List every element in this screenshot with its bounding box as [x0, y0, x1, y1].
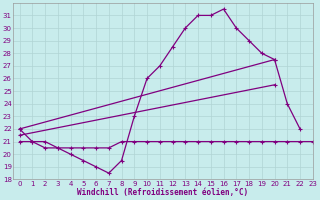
- X-axis label: Windchill (Refroidissement éolien,°C): Windchill (Refroidissement éolien,°C): [77, 188, 249, 197]
